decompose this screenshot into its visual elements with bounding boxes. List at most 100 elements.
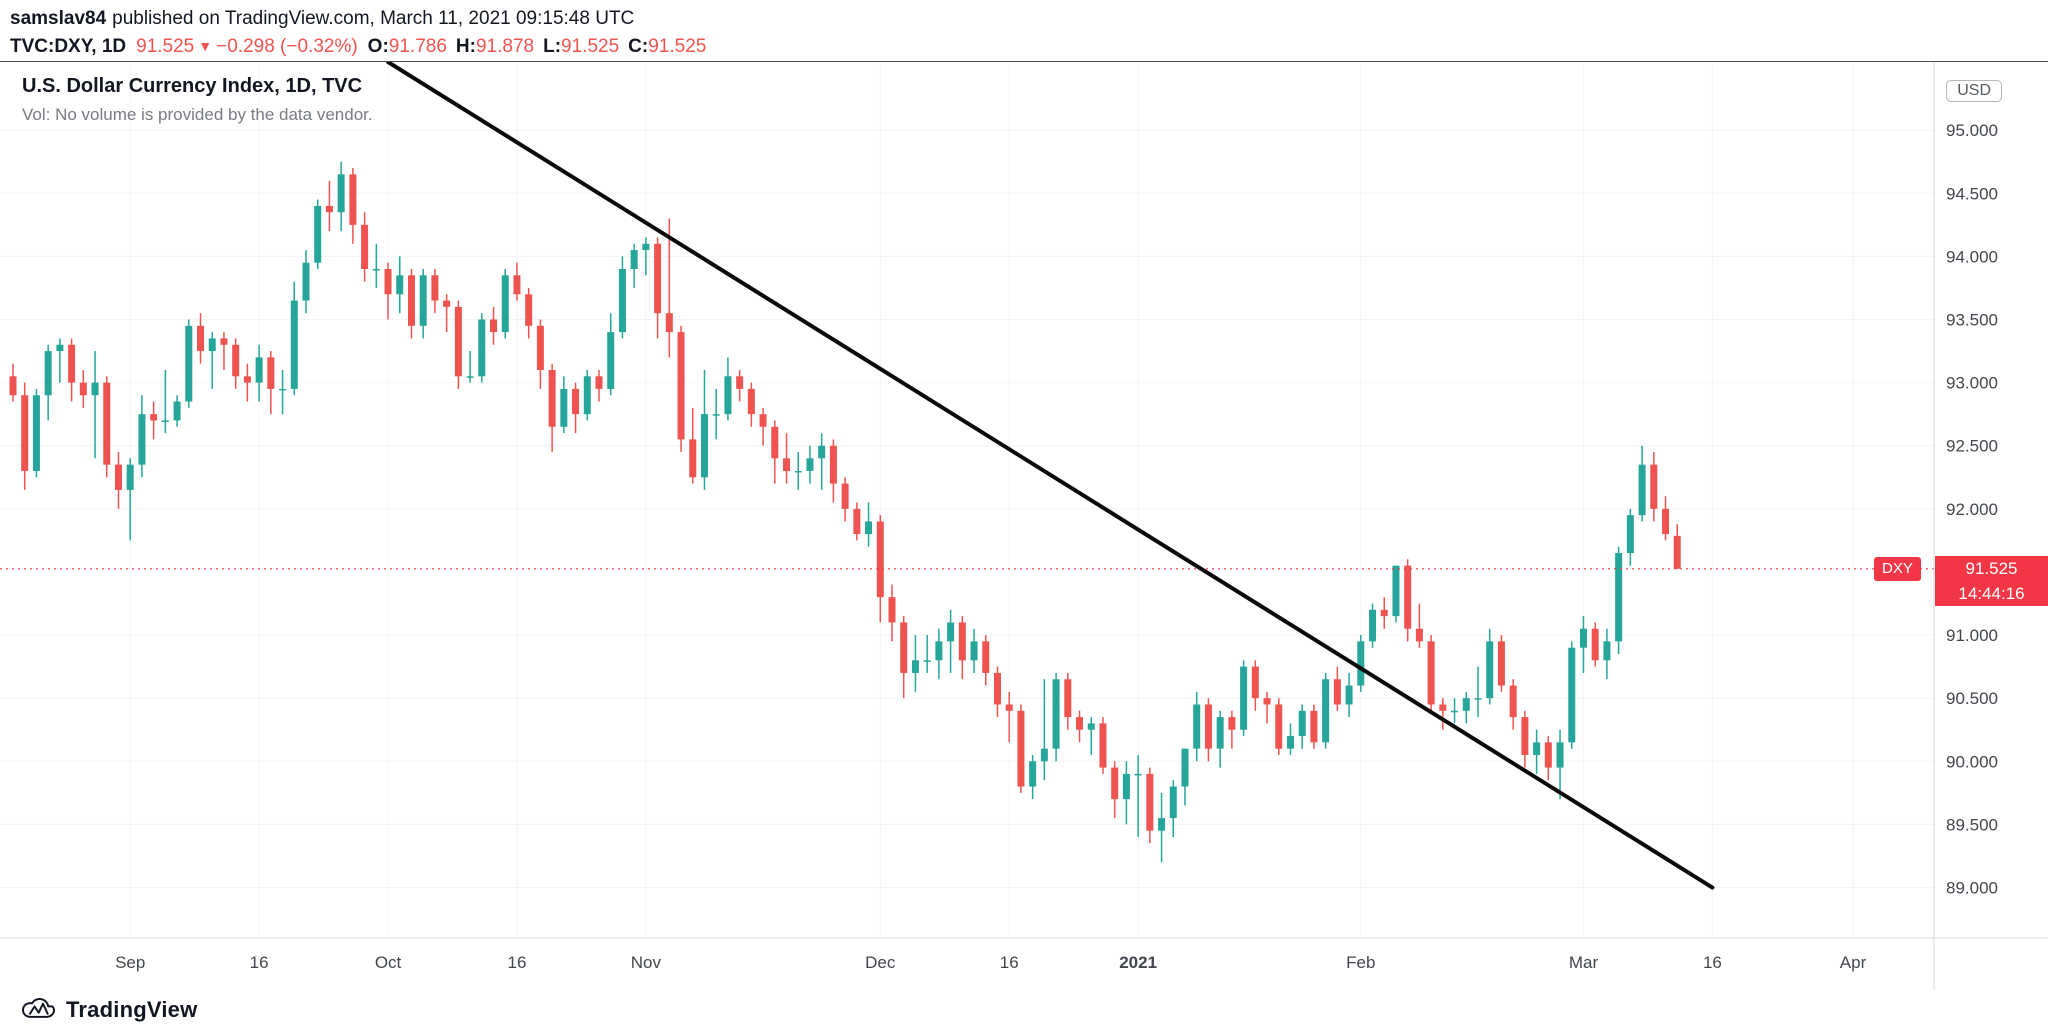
price-tick-label: 89.500 (1946, 815, 1998, 834)
candle-body (759, 414, 767, 427)
ohlc-low: L:91.525 (543, 36, 620, 57)
candle-body (700, 414, 708, 478)
price-tick-label: 94.000 (1946, 247, 1998, 266)
candle-body (712, 414, 720, 416)
tradingview-logo-icon[interactable] (22, 997, 56, 1023)
time-axis-label: Oct (375, 953, 402, 972)
candle-body (1544, 742, 1552, 768)
candle-body (44, 351, 52, 396)
time-axis-label: Mar (1569, 953, 1599, 972)
candle-body (1345, 685, 1353, 705)
time-axis-label: 16 (1703, 953, 1722, 972)
candle-body (302, 262, 310, 301)
candle-body (1193, 704, 1201, 749)
publish-info: samslav84 published on TradingView.com, M… (10, 5, 2048, 32)
candle-body (865, 521, 873, 535)
time-axis-label: Sep (115, 953, 145, 972)
candle-body (1064, 679, 1072, 718)
candle-body (1603, 641, 1611, 661)
symbol-name: TVC:DXY, 1D (10, 36, 127, 57)
chart-area[interactable]: 95.000 94.500 94.000 93.500 93.000 92.500 92.0… (0, 61, 2048, 990)
candle-body (208, 338, 216, 352)
candle-body (267, 357, 275, 389)
candle-body (1216, 717, 1224, 749)
candle-body (923, 660, 931, 662)
candle-body (1052, 679, 1060, 749)
candle-body (478, 319, 486, 377)
candle-body (454, 306, 462, 377)
candle-body (114, 464, 122, 490)
candle-body (876, 521, 884, 598)
price-tick-label: 95.000 (1946, 121, 1998, 140)
candle-body (947, 622, 955, 642)
candle-body (607, 332, 615, 389)
candle-body (1591, 628, 1599, 661)
candle-body (1638, 464, 1646, 516)
symbol-price-flag: DXY (1874, 556, 1921, 581)
candle-body (829, 445, 837, 484)
brand-name[interactable]: TradingView (66, 997, 198, 1022)
candle-body (1275, 704, 1283, 749)
candle-body (126, 464, 134, 490)
candle-body (361, 224, 369, 270)
candle-body (970, 641, 978, 661)
candle-body (572, 388, 580, 415)
candle-body (1451, 710, 1459, 713)
candle-body (548, 369, 556, 427)
candle-body (337, 174, 345, 213)
candle-body (197, 325, 205, 352)
candle-body (1650, 464, 1658, 509)
candle-body (1099, 723, 1107, 768)
candle-body (525, 294, 533, 326)
candle-body (384, 269, 392, 295)
candle-body (173, 401, 181, 421)
price-tick-label: 89.000 (1946, 879, 1998, 898)
trendline-drawing[interactable] (386, 62, 1715, 890)
candle-body (1310, 710, 1318, 743)
candle-body (1134, 773, 1142, 776)
candle-body (911, 660, 919, 673)
candle-body (1111, 767, 1119, 800)
time-axis-label: Nov (631, 953, 662, 972)
candle-body (982, 641, 990, 673)
price-axis[interactable] (1934, 62, 2048, 938)
candle-body (501, 275, 509, 333)
candle-body (1380, 609, 1388, 617)
candle-body (91, 382, 99, 396)
candle-body (372, 269, 380, 271)
time-axis[interactable] (0, 938, 2048, 990)
time-axis-label: Dec (865, 953, 896, 972)
candle-body (630, 250, 638, 270)
last-price-axis-label: 91.525 (1935, 555, 2048, 582)
candle-body (935, 641, 943, 661)
candle-body (325, 205, 333, 213)
candle-body (1579, 628, 1587, 648)
candle-body (536, 325, 544, 370)
candle-body (513, 275, 521, 295)
candle-body (724, 376, 732, 415)
candle-body (1673, 535, 1681, 569)
candle-body (1029, 761, 1037, 787)
candle-body (1415, 628, 1423, 642)
candle-body (642, 243, 650, 251)
last-price: 91.525 (136, 36, 195, 57)
candle-body (1204, 704, 1212, 749)
bar-countdown-label: 14:44:16 (1935, 581, 2048, 606)
candle-body (255, 357, 263, 383)
candle-body (396, 275, 404, 295)
currency-toggle-badge[interactable]: USD (1946, 80, 2002, 102)
candle-body (618, 269, 626, 333)
candle-body (1509, 685, 1517, 718)
candle-body (314, 205, 322, 263)
down-triangle-icon: ▼ (198, 38, 213, 54)
candle-body (1005, 704, 1013, 711)
candle-body (1521, 717, 1529, 755)
candle-body (958, 622, 966, 661)
price-chart-svg[interactable]: 95.000 94.500 94.000 93.500 93.000 92.500 92.0… (0, 62, 2048, 990)
candle-body (220, 338, 228, 345)
price-tick-label: 92.000 (1946, 500, 1998, 519)
ohlc-close: C:91.525 (628, 36, 707, 57)
price-tick-label: 92.500 (1946, 437, 1998, 456)
ohlc-high: H:91.878 (455, 36, 535, 57)
candle-body (56, 344, 64, 352)
